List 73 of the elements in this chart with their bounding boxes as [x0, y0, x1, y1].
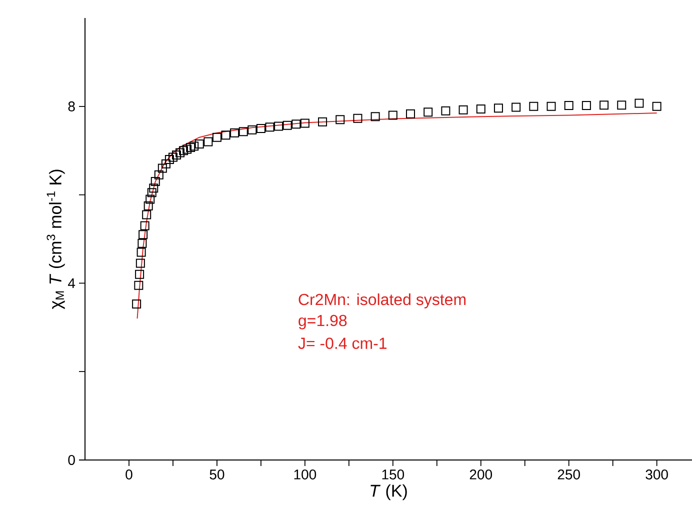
point — [582, 101, 591, 110]
point — [182, 144, 192, 154]
point — [282, 120, 292, 130]
point — [186, 143, 196, 152]
point — [564, 101, 574, 110]
point — [138, 230, 148, 240]
point — [147, 188, 156, 198]
point — [476, 104, 486, 114]
annotation: J= -0.4 cm-1 — [298, 338, 387, 349]
point — [230, 128, 240, 138]
point — [546, 102, 556, 111]
point — [149, 184, 158, 193]
point — [212, 132, 222, 142]
x-axis-title: T (K) — [370, 484, 407, 500]
point — [172, 150, 181, 160]
x-tick-label: 150 — [382, 470, 404, 480]
point — [529, 102, 538, 111]
x-tick-label: 200 — [470, 470, 492, 480]
point — [406, 109, 415, 118]
point — [458, 105, 468, 114]
x-tick-label: 50 — [210, 470, 224, 480]
point — [150, 177, 160, 186]
point — [142, 210, 152, 220]
point — [154, 170, 164, 180]
point — [370, 112, 380, 122]
point — [274, 122, 284, 131]
point — [634, 98, 644, 108]
point — [494, 104, 503, 113]
point — [204, 137, 213, 146]
annotation: Cr2Mn: isolated system — [298, 293, 466, 308]
x-tick-label: 300 — [646, 470, 668, 480]
point — [353, 114, 362, 123]
point — [176, 148, 185, 158]
point — [617, 100, 626, 110]
y-axis-title: χ$_{M}$ T (cm$^{3}$ mol$^{-1}$ K) — [46, 170, 65, 310]
annotation: g=1.98 — [298, 314, 347, 330]
point — [652, 102, 662, 111]
y-tick-label: 0 — [68, 455, 75, 465]
point — [136, 248, 146, 257]
point — [318, 117, 328, 126]
point — [164, 154, 174, 164]
point — [138, 238, 147, 248]
point — [136, 258, 145, 268]
point — [158, 164, 167, 173]
point — [388, 110, 398, 120]
point — [512, 102, 521, 112]
y-tick-label: 4 — [68, 278, 76, 288]
point — [134, 280, 144, 290]
point — [238, 127, 248, 136]
x-tick-label: 250 — [558, 470, 580, 480]
y-tick-label: 8 — [68, 101, 75, 112]
point — [424, 108, 433, 117]
point — [336, 115, 345, 124]
point — [221, 130, 230, 140]
point — [292, 120, 301, 129]
point — [256, 124, 266, 133]
point — [140, 221, 150, 230]
point — [179, 146, 188, 156]
point — [248, 125, 257, 134]
point — [190, 142, 199, 151]
point — [194, 139, 204, 148]
point — [135, 270, 144, 279]
point — [600, 100, 609, 110]
point — [161, 159, 170, 168]
point — [265, 122, 274, 132]
point — [144, 201, 153, 210]
x-tick-label: 0 — [126, 470, 132, 480]
point — [132, 299, 142, 308]
x-tick-label: 100 — [294, 470, 316, 480]
point — [300, 118, 310, 128]
point — [146, 194, 155, 204]
point — [441, 106, 450, 116]
point — [168, 152, 178, 162]
